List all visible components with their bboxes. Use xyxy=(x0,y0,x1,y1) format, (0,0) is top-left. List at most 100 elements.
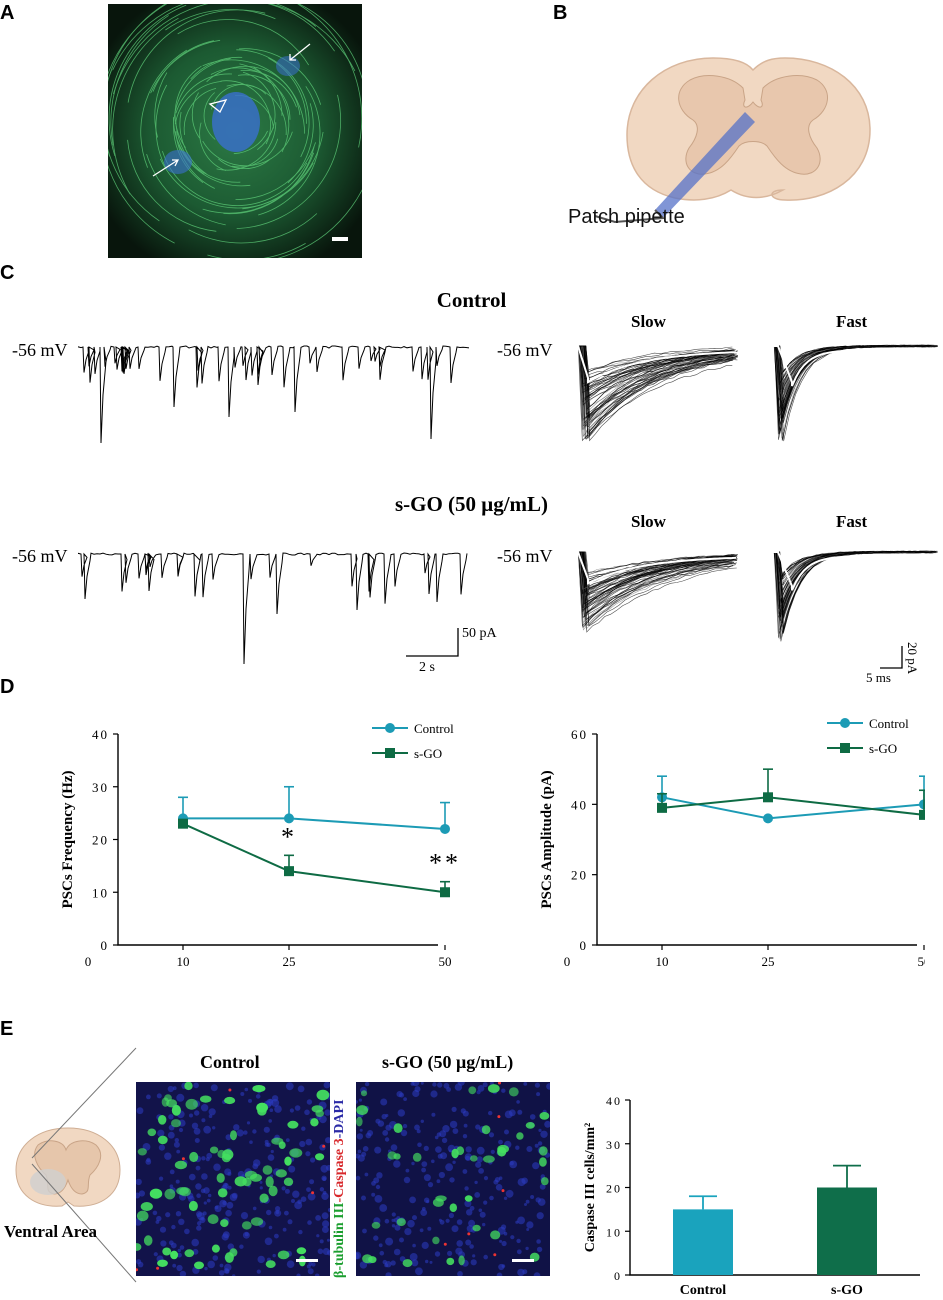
y-tick-label: 0 xyxy=(580,938,589,953)
nucleus xyxy=(178,1218,185,1225)
nucleus xyxy=(322,1248,330,1255)
nucleus xyxy=(175,1179,180,1184)
neurite-fiber xyxy=(226,84,287,136)
nucleus xyxy=(160,1240,167,1247)
neuron-cell xyxy=(209,1146,219,1154)
nucleus xyxy=(356,1133,364,1140)
x-tick-label: 25 xyxy=(762,954,775,969)
nucleus xyxy=(322,1190,327,1195)
panel-label-e: E xyxy=(0,1018,14,1040)
neuron-cell xyxy=(371,1221,381,1229)
nucleus xyxy=(357,1149,362,1154)
nucleus xyxy=(488,1110,493,1116)
nucleus xyxy=(224,1263,232,1272)
nucleus xyxy=(236,1129,244,1137)
neuron-cell xyxy=(244,1170,258,1180)
y-tick-label: 40 xyxy=(92,727,109,742)
legend-marker xyxy=(385,748,395,758)
scale-label-time: 2 s xyxy=(419,660,435,675)
caspase-dot xyxy=(322,1144,326,1148)
nucleus xyxy=(145,1159,152,1165)
nucleus xyxy=(498,1139,503,1145)
nucleus xyxy=(437,1082,443,1088)
nucleus xyxy=(281,1186,286,1191)
nucleus xyxy=(225,1134,232,1141)
nucleus xyxy=(176,1252,182,1258)
stain-tubulin: β-tubulin III xyxy=(332,1202,347,1278)
nucleus xyxy=(421,1167,426,1173)
legend-label: Control xyxy=(869,716,909,731)
nucleus xyxy=(222,1182,229,1189)
nucleus xyxy=(249,1140,253,1144)
neuron-cell xyxy=(140,1202,153,1211)
scale-bar xyxy=(332,237,348,241)
nucleus xyxy=(138,1190,145,1197)
nucleus xyxy=(266,1209,272,1216)
neurite-fiber xyxy=(191,92,200,139)
neurite-fiber xyxy=(240,70,297,108)
nucleus xyxy=(438,1171,445,1179)
nucleus xyxy=(321,1192,329,1200)
nucleus xyxy=(457,1271,463,1276)
scale-label-current-small: 20 pA xyxy=(905,642,920,675)
nucleus xyxy=(427,1226,432,1231)
nucleus xyxy=(476,1090,481,1095)
nucleus xyxy=(157,1129,165,1137)
nucleus xyxy=(168,1240,174,1246)
neurite-fiber xyxy=(268,57,307,124)
nucleus xyxy=(465,1239,472,1246)
category-label: s-GO xyxy=(831,1283,863,1298)
fast-label-control: Fast xyxy=(836,312,868,331)
nucleus xyxy=(297,1085,305,1093)
nucleus xyxy=(448,1149,452,1153)
nucleus xyxy=(536,1212,544,1220)
legend-marker xyxy=(840,743,850,753)
sweep-trace xyxy=(768,550,935,619)
nucleus xyxy=(416,1129,421,1134)
nucleus xyxy=(391,1224,396,1228)
control-trace xyxy=(78,345,470,444)
nucleus xyxy=(516,1249,522,1255)
neuron-cell xyxy=(162,1247,172,1256)
neuron-cell xyxy=(362,1254,373,1264)
y-axis-label: PSCs Frequency (Hz) xyxy=(60,770,76,908)
nucleus xyxy=(504,1129,509,1135)
nucleus xyxy=(534,1143,539,1148)
neurite-fiber xyxy=(183,88,217,135)
y-tick-label: 0 xyxy=(101,938,110,953)
nucleus xyxy=(447,1250,453,1256)
sweep-trace xyxy=(768,551,934,619)
neuron-cell xyxy=(435,1195,447,1202)
sweep-trace xyxy=(568,345,734,407)
nucleus xyxy=(296,1273,301,1276)
neuron-cell xyxy=(539,1112,550,1120)
data-point xyxy=(284,866,294,877)
neuron-cell xyxy=(257,1107,267,1116)
nucleus xyxy=(530,1195,535,1199)
sweep-trace xyxy=(768,550,937,618)
nucleus xyxy=(308,1261,313,1266)
nucleus xyxy=(194,1138,200,1143)
panel-label-a: A xyxy=(0,2,15,24)
nucleus xyxy=(536,1239,541,1244)
sweep-trace xyxy=(568,551,733,613)
nucleus xyxy=(172,1263,177,1268)
nucleus xyxy=(301,1126,306,1131)
neurite-fiber xyxy=(165,9,276,31)
neuron-cell xyxy=(464,1195,473,1202)
nucleus xyxy=(184,1228,190,1235)
nucleus xyxy=(200,1104,209,1112)
nucleus xyxy=(449,1177,455,1183)
nucleus xyxy=(202,1211,207,1216)
nucleus xyxy=(206,1198,211,1203)
nucleus xyxy=(156,1215,162,1222)
neurite-fiber xyxy=(177,19,310,66)
neuron-cell xyxy=(315,1153,325,1161)
neuron-cell xyxy=(174,1160,187,1170)
nucleus xyxy=(442,1125,450,1133)
neurite-fiber xyxy=(154,72,168,138)
nucleus xyxy=(231,1192,238,1199)
nucleus xyxy=(244,1087,249,1092)
neuron-cell xyxy=(539,1157,547,1167)
nucleus xyxy=(359,1261,368,1269)
